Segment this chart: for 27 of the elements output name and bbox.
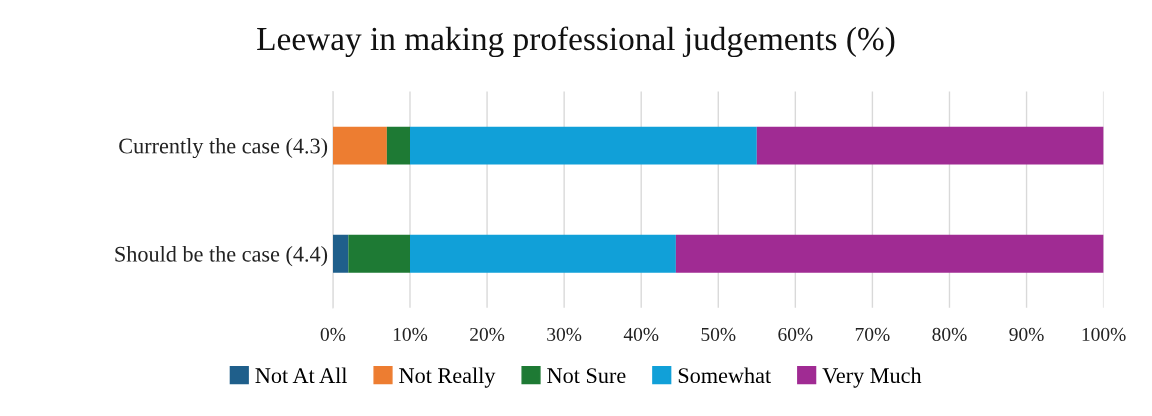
x-tick-label: 20% — [470, 327, 505, 342]
x-tick-label: 50% — [701, 327, 736, 342]
y-tick-label: Should be the case (4.4) — [115, 246, 328, 267]
x-tick-label: 0% — [320, 327, 346, 342]
x-tick-label: 100% — [1082, 327, 1126, 342]
legend-label: Very Much — [822, 367, 922, 388]
bar — [332, 126, 387, 165]
bar — [410, 234, 676, 273]
legend-label: Not At All — [255, 367, 348, 384]
bar — [410, 126, 757, 165]
x-tick-label: 90% — [1009, 327, 1044, 342]
x-tick-label: 60% — [778, 327, 813, 342]
legend-label: Not Really — [399, 367, 496, 388]
bar — [756, 126, 1104, 165]
y-tick-label: Currently the case (4.3) — [119, 137, 328, 159]
x-tick-label: 70% — [855, 327, 890, 342]
bar — [348, 234, 410, 273]
x-tick-label: 10% — [393, 327, 428, 342]
x-tick-label: 30% — [547, 327, 582, 342]
legend-label: Somewhat — [678, 367, 771, 384]
bar — [386, 126, 410, 165]
x-tick-label: 80% — [932, 327, 967, 342]
x-tick-label: 40% — [623, 327, 659, 342]
chart-title: Leeway in making professional judgements (%) — [257, 26, 895, 58]
bar — [675, 234, 1104, 273]
legend-label: Not Sure — [547, 368, 626, 384]
bar — [332, 234, 349, 273]
